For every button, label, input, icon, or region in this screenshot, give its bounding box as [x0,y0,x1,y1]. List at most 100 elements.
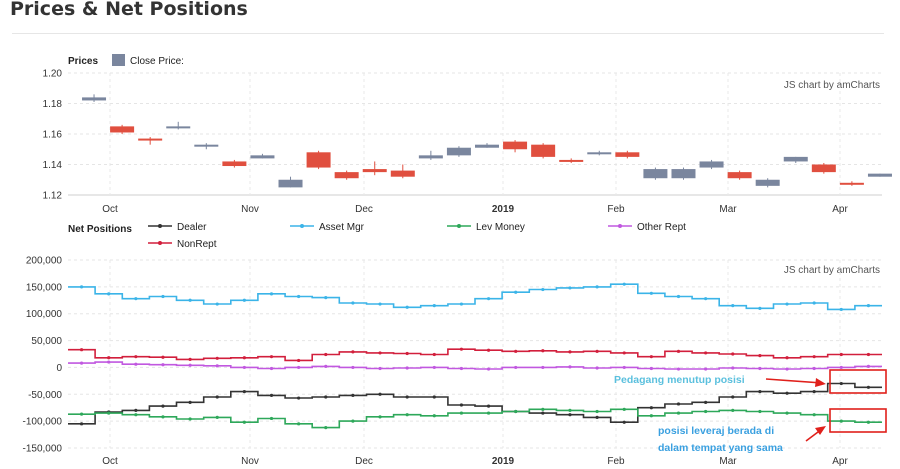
series-point[interactable] [731,352,735,356]
series-point[interactable] [215,356,219,360]
series-point[interactable] [161,294,165,299]
price-candle[interactable] [587,150,612,156]
series-point[interactable] [242,356,246,360]
series-point[interactable] [568,350,572,354]
series-point[interactable] [839,381,843,386]
series-point[interactable] [432,365,436,370]
series-point[interactable] [405,366,409,370]
series-point[interactable] [541,365,545,370]
legend-item-nonrept[interactable]: NonRept [148,239,217,250]
series-point[interactable] [459,366,464,371]
series-point[interactable] [622,420,626,424]
series-point[interactable] [595,415,599,419]
series-point[interactable] [134,362,138,366]
series-point[interactable] [839,419,843,423]
legend-item-dealer[interactable]: Dealer [148,222,207,233]
legend-item-asset-mgr[interactable]: Asset Mgr [290,222,365,233]
series-point[interactable] [595,409,599,414]
series-point[interactable] [432,395,436,399]
series-point[interactable] [242,298,246,302]
series-point[interactable] [704,297,708,301]
series-point[interactable] [622,282,626,286]
series-point[interactable] [622,351,626,355]
series-point[interactable] [676,411,681,415]
series-point[interactable] [622,365,626,370]
price-candle[interactable] [727,170,752,180]
series-lev-money[interactable] [68,407,882,430]
price-candle[interactable] [110,124,135,134]
series-point[interactable] [812,301,816,305]
series-point[interactable] [459,302,464,306]
price-candle[interactable] [615,150,640,159]
series-point[interactable] [269,393,274,397]
series-point[interactable] [351,301,355,305]
series-point[interactable] [324,395,328,399]
series-point[interactable] [459,347,464,351]
series-point[interactable] [866,304,871,308]
price-candle[interactable] [222,159,247,168]
series-point[interactable] [269,355,274,359]
price-candle[interactable] [643,167,668,180]
series-point[interactable] [161,415,165,419]
series-point[interactable] [568,408,572,412]
series-point[interactable] [676,367,681,371]
series-point[interactable] [568,413,572,417]
series-point[interactable] [595,349,599,353]
series-point[interactable] [595,366,599,370]
series-point[interactable] [432,304,436,308]
series-point[interactable] [297,294,301,299]
series-point[interactable] [812,413,816,417]
series-point[interactable] [242,365,246,370]
series-point[interactable] [731,366,735,370]
series-point[interactable] [486,411,491,415]
price-candle[interactable] [334,170,359,180]
price-candle[interactable] [82,94,107,102]
series-point[interactable] [324,352,328,357]
series-point[interactable] [134,413,138,417]
series-point[interactable] [405,305,409,309]
price-candle[interactable] [278,176,303,188]
series-point[interactable] [269,416,274,421]
series-point[interactable] [107,360,111,364]
series-point[interactable] [676,294,681,299]
series-point[interactable] [297,358,301,363]
series-point[interactable] [866,352,871,357]
price-candle[interactable] [503,140,528,153]
series-point[interactable] [107,292,111,296]
series-point[interactable] [785,411,789,415]
series-point[interactable] [486,367,491,371]
series-point[interactable] [812,390,816,394]
price-candle[interactable] [867,173,892,177]
series-point[interactable] [514,290,518,294]
series-point[interactable] [812,366,816,371]
series-point[interactable] [378,366,382,371]
series-point[interactable] [79,285,84,289]
series-point[interactable] [378,415,382,419]
series-point[interactable] [351,393,355,397]
series-point[interactable] [541,411,545,415]
price-candle[interactable] [811,162,836,174]
series-point[interactable] [676,349,681,353]
series-point[interactable] [866,385,871,389]
series-point[interactable] [649,355,653,359]
series-point[interactable] [378,302,382,306]
price-candle[interactable] [138,137,163,145]
series-point[interactable] [161,363,165,367]
price-candle[interactable] [390,164,415,179]
price-candle[interactable] [362,161,387,176]
series-point[interactable] [188,400,192,404]
series-point[interactable] [324,425,328,430]
series-point[interactable] [568,286,572,290]
series-point[interactable] [758,390,762,394]
series-point[interactable] [866,364,871,368]
series-asset-mgr[interactable] [68,282,882,312]
price-candle[interactable] [194,143,219,150]
series-point[interactable] [242,390,246,394]
series-point[interactable] [649,406,653,410]
series-point[interactable] [649,366,653,371]
series-point[interactable] [405,413,409,417]
series-point[interactable] [758,409,762,414]
series-point[interactable] [269,366,274,371]
series-point[interactable] [215,302,219,306]
series-point[interactable] [704,351,708,355]
